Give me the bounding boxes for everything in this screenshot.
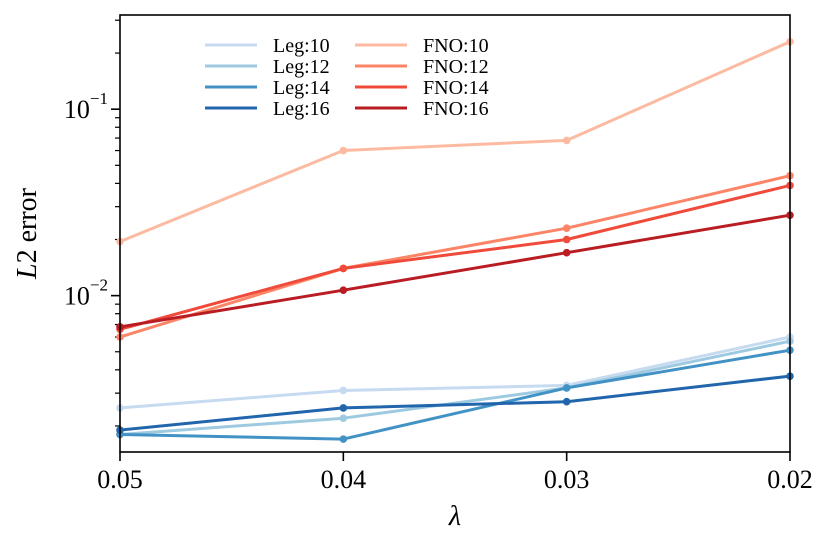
legend-entry: Leg:14 bbox=[205, 77, 330, 99]
x-tick-label: 0.04 bbox=[321, 465, 367, 494]
data-point bbox=[562, 224, 571, 232]
series-layer bbox=[116, 37, 794, 443]
x-tick-label: 0.03 bbox=[544, 465, 590, 494]
data-point bbox=[339, 386, 348, 395]
y-axis-label-italic: L bbox=[12, 263, 43, 280]
y-minor-ticks bbox=[115, 19, 120, 427]
y-tick-exponent: −1 bbox=[90, 89, 108, 108]
legend-entry: FNO:14 bbox=[355, 77, 489, 99]
legend-label: FNO:14 bbox=[423, 77, 489, 99]
y-tick-label: 10−1 bbox=[64, 89, 108, 124]
series-line bbox=[119, 348, 791, 441]
legend-label: Leg:12 bbox=[273, 56, 330, 78]
data-point bbox=[339, 435, 348, 443]
series-line bbox=[119, 339, 791, 436]
y-tick-base: 10 bbox=[64, 95, 90, 124]
y-tick-label: 10−2 bbox=[64, 276, 108, 311]
legend-entry: FNO:10 bbox=[355, 35, 489, 57]
series-line bbox=[119, 335, 791, 410]
series-line bbox=[119, 374, 791, 432]
series-fno-12 bbox=[116, 171, 794, 341]
legend-entry: Leg:16 bbox=[205, 98, 330, 120]
x-tick-label: 0.02 bbox=[767, 465, 813, 494]
data-point bbox=[339, 286, 348, 294]
data-point bbox=[339, 146, 348, 155]
data-point bbox=[562, 136, 571, 145]
series-line bbox=[119, 174, 791, 339]
plot-frame bbox=[119, 14, 791, 453]
y-axis-label-rest: 2 error bbox=[12, 187, 43, 263]
legend-entry: FNO:12 bbox=[355, 56, 489, 78]
legend: Leg:10Leg:12Leg:14Leg:16FNO:10FNO:12FNO:… bbox=[205, 35, 489, 120]
data-point bbox=[562, 248, 571, 257]
data-point bbox=[339, 264, 348, 273]
series-line bbox=[119, 183, 791, 331]
legend-label: Leg:10 bbox=[273, 35, 330, 57]
x-ticks: 0.05 0.04 0.03 0.02 bbox=[97, 452, 813, 494]
y-major-ticks: 10−210−1 bbox=[64, 89, 120, 311]
legend-entry: Leg:10 bbox=[205, 35, 330, 57]
legend-entry: FNO:16 bbox=[355, 98, 489, 120]
data-point bbox=[339, 414, 348, 423]
legend-entry: Leg:12 bbox=[205, 56, 330, 78]
y-tick-base: 10 bbox=[64, 282, 90, 311]
data-point bbox=[562, 235, 571, 244]
data-point bbox=[339, 404, 348, 412]
x-tick-label: 0.05 bbox=[97, 465, 143, 494]
legend-label: Leg:16 bbox=[273, 98, 330, 120]
legend-label: FNO:10 bbox=[423, 35, 489, 57]
legend-label: FNO:12 bbox=[423, 56, 489, 78]
legend-label: FNO:16 bbox=[423, 98, 489, 120]
y-axis-label: L2 error bbox=[12, 187, 43, 280]
legend-label: Leg:14 bbox=[273, 77, 330, 99]
series-line bbox=[119, 213, 791, 329]
data-point bbox=[562, 384, 571, 392]
y-tick-exponent: −2 bbox=[90, 276, 108, 295]
series-leg-10 bbox=[116, 333, 794, 412]
x-axis-label: λ bbox=[448, 501, 461, 532]
series-fno-10 bbox=[116, 37, 794, 246]
data-point bbox=[562, 397, 571, 406]
series-fno-16 bbox=[116, 211, 794, 331]
series-line bbox=[119, 40, 791, 243]
